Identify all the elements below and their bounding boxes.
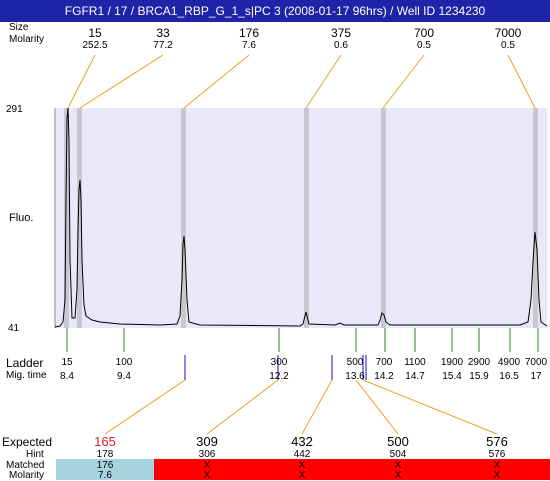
molarity-value: X — [298, 470, 306, 481]
peak-molarity: 0.5 — [501, 40, 515, 51]
ladder-size: 300 — [270, 357, 288, 368]
expected-connector — [301, 379, 333, 435]
molarity-value: X — [394, 470, 402, 481]
peak-molarity: 0.6 — [334, 40, 348, 51]
plot-area — [55, 108, 547, 328]
matched-value: 176 — [96, 460, 114, 471]
peak-band — [64, 108, 69, 328]
expected-connector — [206, 379, 279, 435]
peak-band — [381, 108, 386, 328]
peak-callout-line — [79, 54, 164, 109]
ladder-size: 15 — [61, 357, 73, 368]
peak-molarity: 77.2 — [153, 40, 173, 51]
peak-size: 15 — [88, 26, 102, 40]
expected-connector — [355, 379, 399, 435]
peak-callout-line — [67, 54, 96, 109]
hint-value: 178 — [96, 449, 114, 460]
expected-value: 500 — [387, 434, 409, 449]
peak-size: 700 — [413, 26, 435, 40]
matched-miss-bar — [154, 459, 550, 480]
ladder-size: 4900 — [497, 357, 521, 368]
ladder-time: 14.7 — [405, 371, 425, 382]
migtime-label: Mig. time — [6, 370, 47, 381]
hint-value: 306 — [198, 449, 216, 460]
expected-connector — [104, 379, 186, 435]
peak-size: 33 — [156, 26, 170, 40]
molarity-value: 7.6 — [98, 470, 112, 481]
ladder-time: 8.4 — [60, 371, 74, 382]
matched-value: X — [203, 460, 211, 471]
hint-value: 442 — [293, 449, 311, 460]
hint-value: 576 — [488, 449, 506, 460]
ladder-size: 500 — [346, 357, 364, 368]
ladder-time: 12.2 — [269, 371, 289, 382]
molarity-row-label: Molarity — [9, 34, 45, 45]
molarity-value: X — [493, 470, 501, 481]
peak-molarity: 7.6 — [242, 40, 256, 51]
peak-callout-line — [305, 54, 342, 109]
ladder-time: 16.5 — [499, 371, 519, 382]
peak-molarity: 252.5 — [82, 40, 108, 51]
ladder-time: 17 — [530, 371, 542, 382]
peak-size: 7000 — [494, 26, 522, 40]
ladder-size: 1100 — [404, 357, 426, 368]
hint-row-label: Hint — [26, 449, 44, 460]
peak-band — [181, 108, 186, 328]
expected-value: 576 — [486, 434, 508, 449]
matched-value: X — [298, 460, 306, 471]
expected-value: 432 — [291, 434, 313, 449]
peak-size: 375 — [330, 26, 352, 40]
ladder-time: 13.6 — [345, 371, 365, 382]
ladder-size: 7000 — [524, 357, 548, 368]
ladder-size: 700 — [375, 357, 393, 368]
peak-band — [304, 108, 309, 328]
matched-value: X — [493, 460, 501, 471]
y-max-label: 291 — [6, 104, 23, 115]
matched-value: X — [394, 460, 402, 471]
window-title: FGFR1 / 17 / BRCA1_RBP_G_1_s|PC 3 (2008-… — [0, 0, 550, 22]
peak-callout-line — [507, 54, 536, 109]
y-axis-label: Fluo. — [9, 212, 34, 224]
ladder-size: 100 — [115, 357, 133, 368]
ladder-time: 15.4 — [442, 371, 462, 382]
ladder-size: 1900 — [440, 357, 464, 368]
peak-callout-line — [382, 54, 425, 109]
expected-value: 165 — [94, 434, 116, 449]
peak-molarity: 0.5 — [417, 40, 431, 51]
molarity-row-label: Molarity — [9, 470, 45, 481]
expected-value: 309 — [196, 434, 218, 449]
expected-row-label: Expected — [2, 435, 53, 449]
peak-band — [533, 108, 538, 328]
trace-line — [54, 107, 548, 328]
y-min-label: 41 — [8, 323, 20, 334]
ladder-size: 2900 — [467, 357, 491, 368]
molarity-value: X — [203, 470, 211, 481]
matched-row-label: Matched — [6, 460, 45, 471]
matched-ok-bar — [56, 459, 154, 480]
expected-connector — [362, 379, 498, 435]
ladder-time: 14.2 — [374, 371, 394, 382]
ladder-time: 15.9 — [469, 371, 489, 382]
peak-band — [77, 108, 82, 328]
peak-size: 176 — [238, 26, 260, 40]
size-row-label: Size — [9, 22, 29, 33]
hint-value: 504 — [389, 449, 407, 460]
ladder-label: Ladder — [6, 356, 44, 370]
ladder-time: 9.4 — [117, 371, 131, 382]
peak-callout-line — [183, 54, 250, 109]
